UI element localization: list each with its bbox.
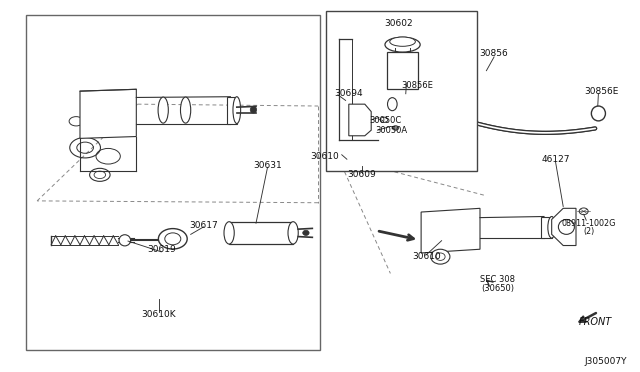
Text: 30631: 30631: [253, 161, 282, 170]
Text: 30617: 30617: [189, 221, 218, 230]
FancyBboxPatch shape: [326, 11, 477, 171]
Ellipse shape: [558, 219, 575, 234]
Polygon shape: [80, 89, 136, 138]
Ellipse shape: [224, 222, 234, 244]
Polygon shape: [349, 104, 371, 136]
Polygon shape: [541, 217, 552, 238]
Text: 08911-1002G: 08911-1002G: [562, 219, 616, 228]
Text: 30856E: 30856E: [584, 87, 619, 96]
Ellipse shape: [119, 235, 131, 246]
Ellipse shape: [165, 233, 181, 245]
Ellipse shape: [158, 97, 168, 123]
Ellipse shape: [233, 97, 241, 124]
Ellipse shape: [288, 222, 298, 244]
Text: 30050A: 30050A: [375, 126, 407, 135]
Text: 30610: 30610: [310, 152, 339, 161]
Ellipse shape: [390, 37, 415, 46]
Ellipse shape: [250, 106, 257, 113]
Text: 30619: 30619: [147, 246, 175, 254]
Text: J305007Y: J305007Y: [585, 357, 627, 366]
Ellipse shape: [435, 253, 445, 260]
Ellipse shape: [395, 91, 409, 106]
Polygon shape: [227, 97, 237, 124]
Text: 30610K: 30610K: [141, 310, 176, 319]
Text: 30610: 30610: [412, 252, 440, 261]
Polygon shape: [421, 208, 480, 253]
Ellipse shape: [388, 98, 397, 111]
Text: 30856E: 30856E: [401, 81, 433, 90]
Ellipse shape: [392, 126, 399, 130]
Text: 30609: 30609: [348, 170, 376, 179]
Text: (30650): (30650): [481, 284, 515, 293]
Text: 30856: 30856: [480, 49, 508, 58]
Ellipse shape: [431, 249, 450, 264]
Text: SEC 308: SEC 308: [481, 275, 515, 284]
Ellipse shape: [180, 97, 191, 123]
Text: 46127: 46127: [541, 155, 570, 164]
Ellipse shape: [548, 217, 556, 238]
Ellipse shape: [591, 106, 605, 121]
Ellipse shape: [303, 230, 309, 235]
Text: 30602: 30602: [385, 19, 413, 28]
Polygon shape: [387, 52, 418, 89]
Ellipse shape: [385, 37, 420, 52]
Ellipse shape: [159, 228, 188, 249]
Text: 30694: 30694: [335, 89, 364, 98]
Polygon shape: [229, 222, 293, 244]
Text: 30050C: 30050C: [369, 116, 401, 125]
Polygon shape: [552, 208, 576, 246]
Text: FRONT: FRONT: [579, 317, 612, 327]
Text: (2): (2): [583, 227, 595, 236]
